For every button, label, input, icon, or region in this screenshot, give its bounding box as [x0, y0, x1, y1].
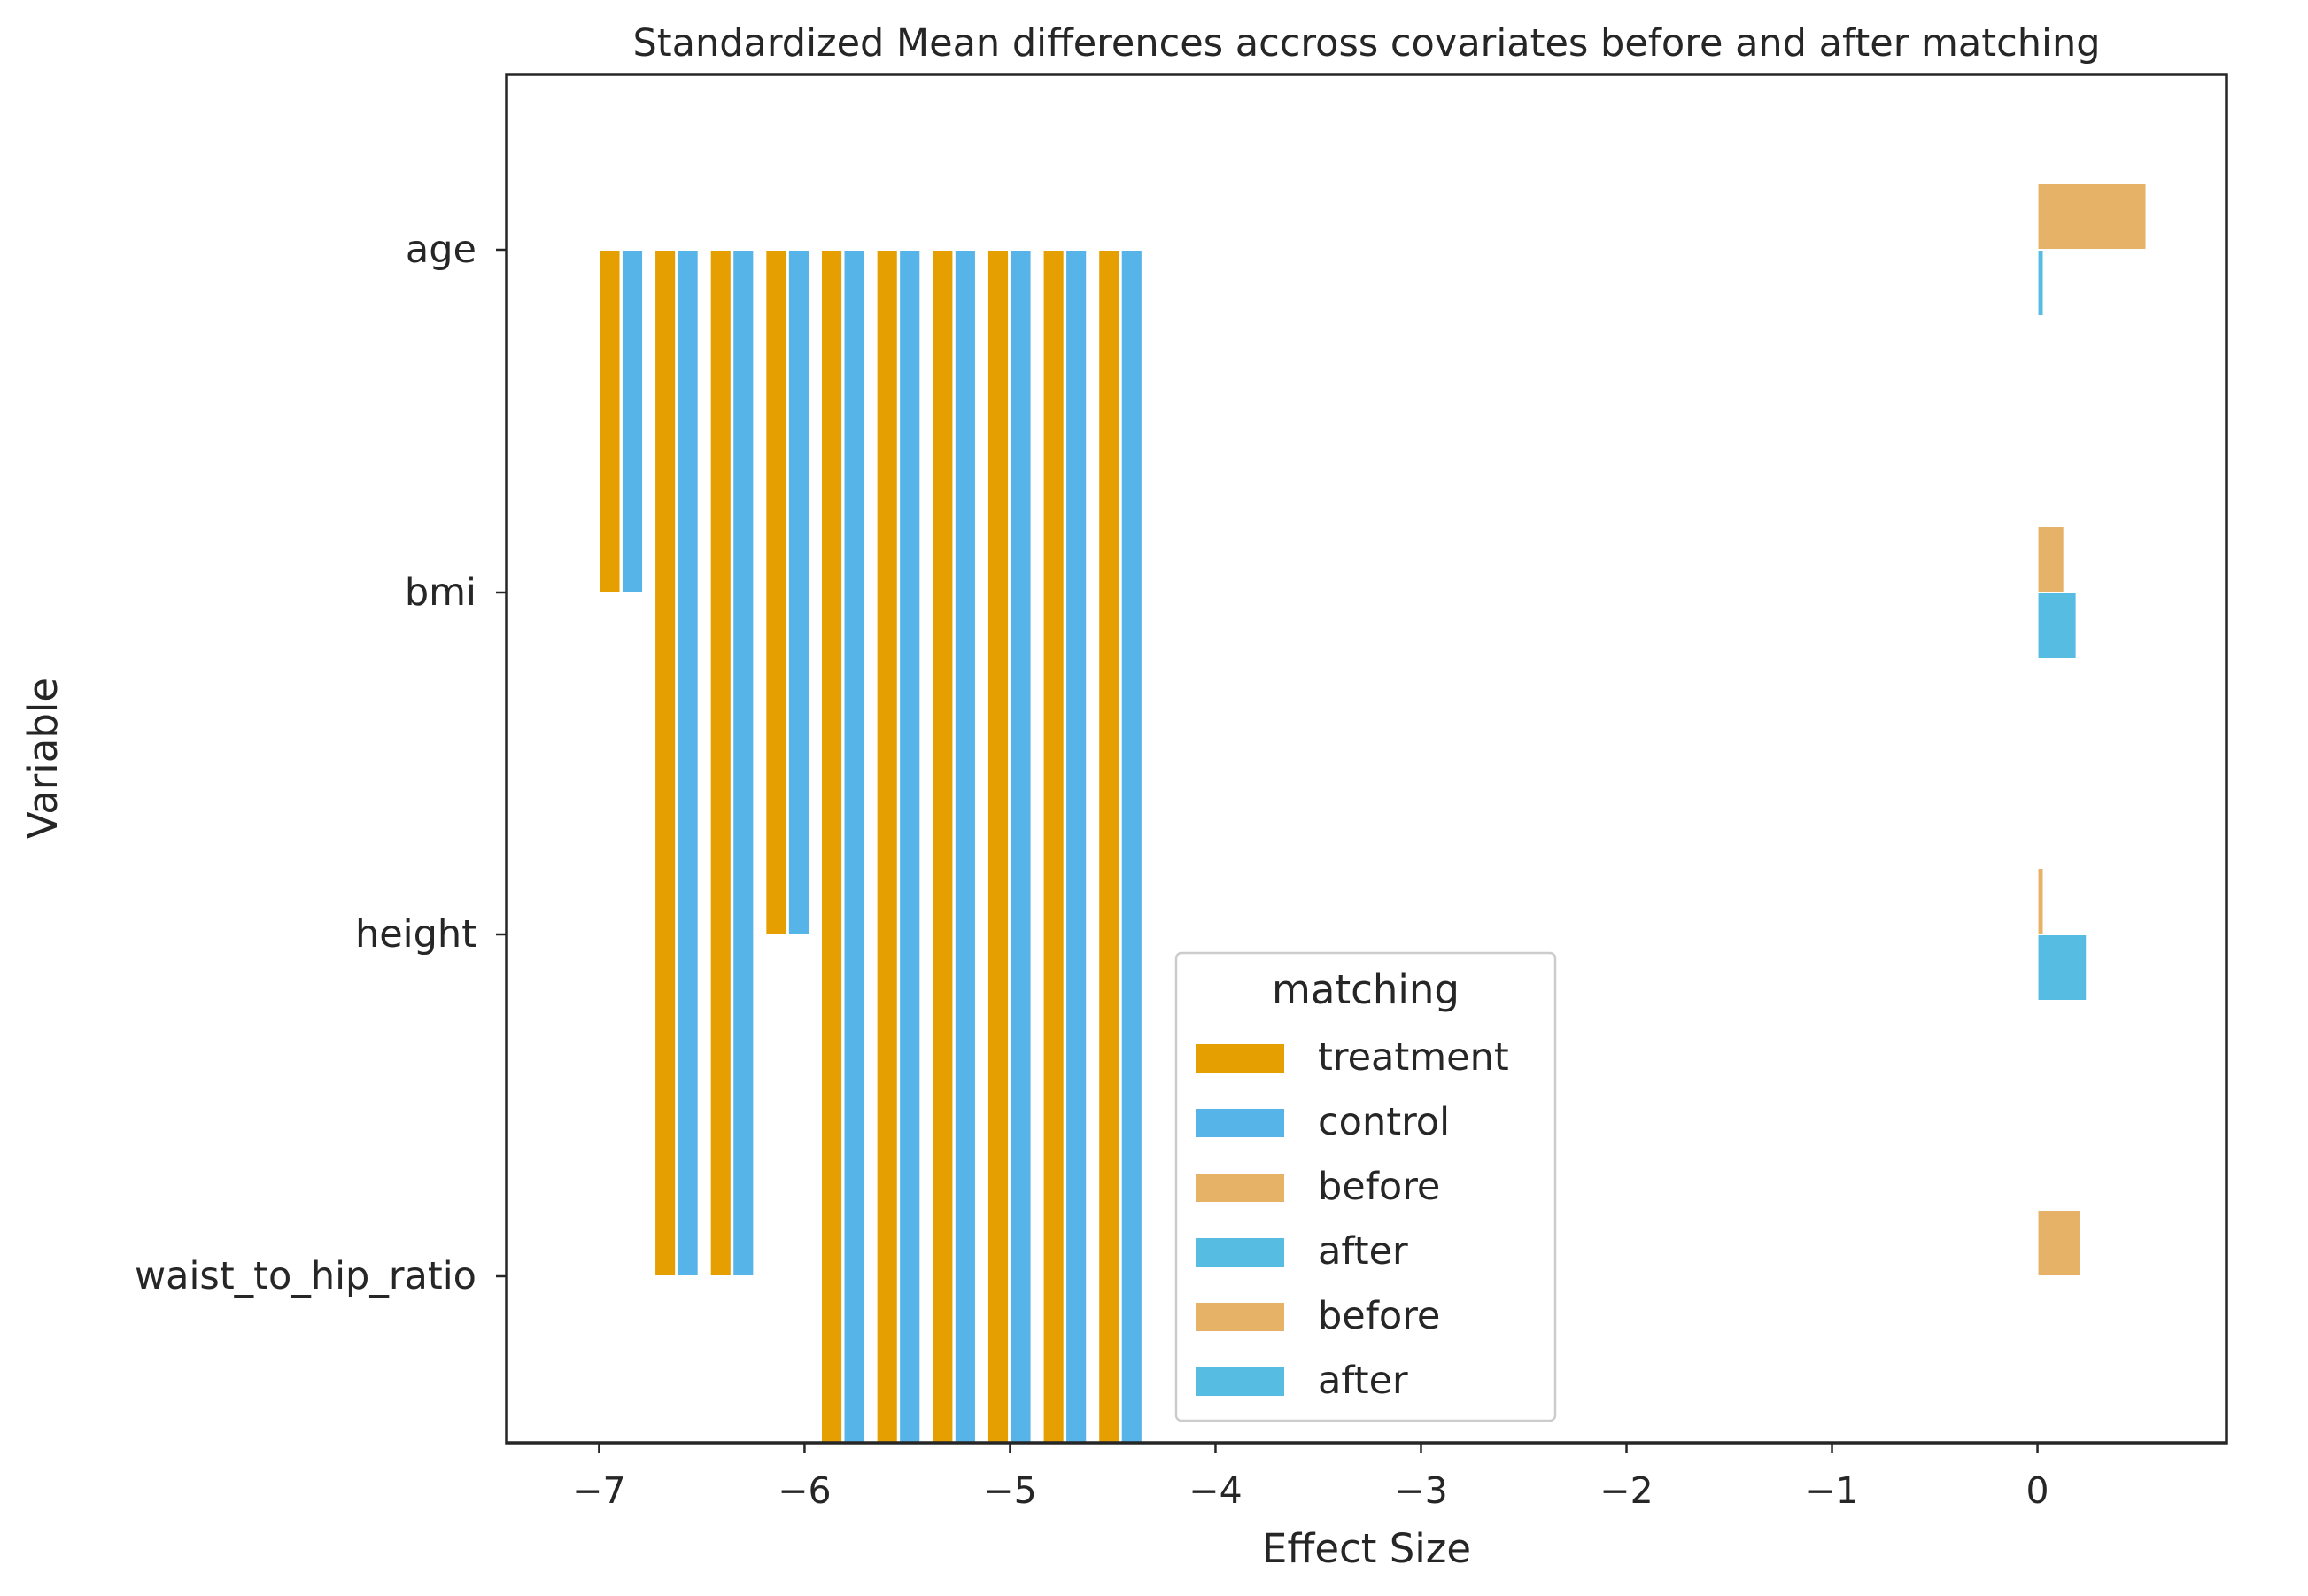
legend-swatch-before — [1196, 1303, 1284, 1331]
bar-treatment-9 — [1042, 249, 1065, 1444]
bar-treatment-5 — [819, 249, 844, 1444]
x-axis: −7 −6 −5 −4 −3 −2 −1 0 — [572, 1443, 2049, 1512]
x-axis-label: Effect Size — [1262, 1525, 1471, 1572]
legend-swatch-control — [1196, 1109, 1284, 1137]
legend-title: matching — [1272, 966, 1460, 1013]
bar-treatment-10 — [1097, 249, 1121, 1444]
y-tick-label: height — [355, 912, 476, 957]
y-tick-label: waist_to_hip_ratio — [135, 1254, 476, 1298]
bar-before-waist-to-hip-ratio — [2036, 1209, 2082, 1277]
legend-label-after: after — [1318, 1359, 1408, 1403]
bar-treatment-4 — [764, 249, 788, 935]
legend-swatch-after — [1196, 1367, 1284, 1396]
chart-title: Standardized Mean differences accross co… — [632, 21, 2100, 66]
bar-treatment-3 — [709, 249, 732, 1277]
bar-treatment-1 — [598, 249, 622, 593]
plot-frame — [505, 73, 2228, 1445]
bar-after-height — [2036, 934, 2088, 1002]
bar-before-age — [2036, 182, 2148, 251]
bar-control-8 — [1009, 249, 1033, 1444]
bar-control-10 — [1119, 249, 1143, 1444]
bar-treatment-7 — [931, 249, 955, 1444]
bar-control-3 — [732, 249, 755, 1277]
bar-before-bmi — [2036, 525, 2065, 593]
legend-items: treatment control before after before after — [1196, 1035, 1509, 1403]
legend-label-before: before — [1318, 1165, 1440, 1209]
bar-treatment-6 — [875, 249, 899, 1444]
x-tick-label: −1 — [1805, 1469, 1858, 1512]
bar-control-5 — [842, 249, 866, 1444]
legend-label-before: before — [1318, 1294, 1440, 1338]
legend-label-control: control — [1318, 1100, 1450, 1144]
x-tick-label: −7 — [572, 1469, 625, 1512]
bar-treatment-8 — [986, 249, 1011, 1444]
bar-before-height — [2036, 867, 2045, 935]
bar-after-bmi — [2036, 592, 2078, 660]
y-tick-label: age — [406, 228, 476, 272]
legend: matching treatment control before after befo… — [1174, 951, 1557, 1422]
bar-treatment-2 — [654, 249, 678, 1277]
bar-control-4 — [786, 249, 810, 935]
legend-swatch-treatment — [1196, 1044, 1284, 1073]
x-tick-label: 0 — [2025, 1469, 2049, 1512]
x-tick-label: −3 — [1394, 1469, 1447, 1512]
bar-after-age — [2036, 249, 2045, 317]
x-tick-label: −2 — [1599, 1469, 1653, 1512]
legend-label-treatment: treatment — [1318, 1035, 1509, 1080]
bar-control-2 — [676, 249, 700, 1277]
x-tick-label: −5 — [983, 1469, 1036, 1512]
bar-control-1 — [620, 249, 645, 593]
legend-swatch-before — [1196, 1174, 1284, 1202]
bar-control-9 — [1065, 249, 1088, 1444]
y-tick-label: bmi — [405, 570, 476, 615]
legend-label-after: after — [1318, 1229, 1408, 1274]
bar-control-7 — [953, 249, 977, 1444]
legend-swatch-after — [1196, 1238, 1284, 1267]
x-tick-label: −4 — [1189, 1469, 1242, 1512]
y-axis-label: Variable — [19, 678, 66, 839]
x-tick-label: −6 — [778, 1469, 831, 1512]
y-axis: age bmi height waist_to_hip_ratio — [135, 228, 507, 1298]
bars-layer — [598, 182, 2148, 1444]
bar-control-6 — [898, 249, 922, 1444]
